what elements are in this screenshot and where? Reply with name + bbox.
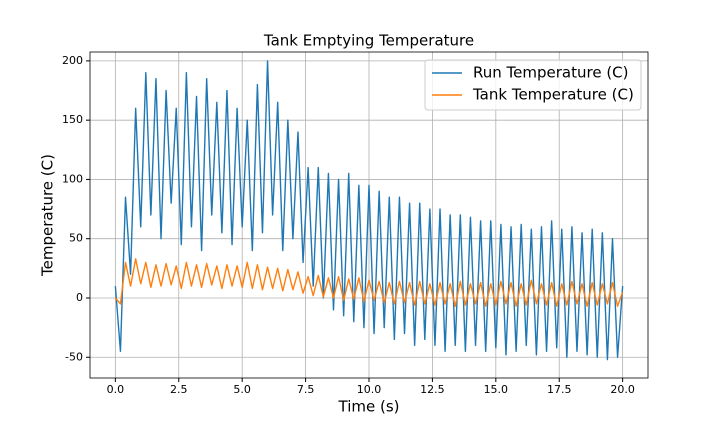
x-tick-label: 10.0 (357, 383, 382, 396)
plot-frame (89, 51, 649, 379)
y-tick-label: 200 (62, 54, 83, 67)
chart-title: Tank Emptying Temperature (263, 32, 474, 50)
y-tick-label: 0 (76, 291, 83, 304)
y-tick-label: 100 (62, 172, 83, 185)
x-axis-label: Time (s) (338, 398, 400, 416)
data-line (114, 60, 624, 361)
legend-label: Tank Temperature (C) (472, 86, 634, 104)
x-tick-label: 20.0 (610, 383, 635, 396)
legend-label: Run Temperature (C) (473, 64, 629, 82)
x-tick-label: 17.5 (547, 383, 572, 396)
y-axis-label: Temperature (C) (39, 154, 57, 277)
x-tick-label: 7.5 (297, 383, 315, 396)
x-tick-label: 15.0 (484, 383, 509, 396)
data-line (114, 258, 624, 307)
y-tick-label: 150 (62, 113, 83, 126)
x-tick-label: 12.5 (420, 383, 445, 396)
x-tick-label: 5.0 (233, 383, 251, 396)
y-tick-label: -50 (65, 350, 83, 363)
legend-box (424, 59, 642, 111)
x-tick-label: 2.5 (170, 383, 188, 396)
y-tick-label: 50 (69, 232, 83, 245)
x-tick-label: 0.0 (107, 383, 125, 396)
legend: Run Temperature (C) Tank Temperature (C) (424, 59, 642, 111)
